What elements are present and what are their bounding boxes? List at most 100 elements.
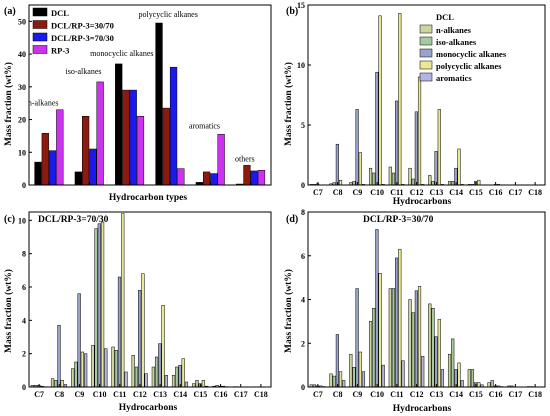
bar: [257, 170, 266, 186]
legend-swatch: [32, 20, 48, 29]
bar: [195, 380, 199, 388]
category-annotation: aromatics: [189, 121, 220, 130]
bar: [431, 308, 435, 388]
y-tick-label: 10: [18, 216, 26, 225]
panel-c-title: DCL/RP-3=70/30: [38, 215, 109, 225]
y-tick-label: 6: [22, 283, 26, 292]
x-tick-label: C10: [370, 390, 384, 399]
bar: [421, 356, 425, 388]
bar: [414, 290, 418, 388]
x-tick-label: C10: [370, 188, 384, 197]
x-tick-label: C15: [469, 188, 483, 197]
bar: [388, 288, 392, 388]
bar: [169, 66, 178, 186]
category-annotation: monocyclic alkanes: [90, 49, 153, 58]
bar: [34, 161, 42, 186]
bar: [451, 181, 455, 186]
y-tick-label: 8: [22, 250, 26, 259]
bar: [162, 107, 170, 186]
legend-label: RP-3: [51, 46, 69, 56]
x-tick-label: C12: [410, 188, 424, 197]
bar: [342, 380, 346, 388]
bar: [487, 382, 491, 388]
bar: [447, 181, 452, 186]
legend-label: DCL/RP-3=70/30: [51, 33, 114, 43]
panel-b-frame: [307, 4, 546, 186]
y-tick-label: 6: [301, 252, 305, 261]
bar: [338, 371, 343, 388]
bar: [71, 368, 75, 388]
x-tick-label: C18: [528, 188, 542, 197]
bar: [217, 134, 225, 186]
bar: [395, 100, 399, 186]
bar: [80, 351, 85, 388]
bar: [352, 181, 356, 186]
x-tick-label: C17: [508, 390, 522, 399]
bar: [428, 175, 432, 186]
bar: [57, 325, 61, 388]
bar: [368, 321, 373, 388]
bar: [129, 89, 137, 186]
x-tick-label: C17: [234, 390, 248, 399]
x-tick-label: C15: [469, 390, 483, 399]
bar: [457, 148, 461, 186]
x-tick-label: C14: [449, 188, 463, 197]
bar: [54, 380, 58, 388]
legend-title: DCL: [436, 12, 454, 22]
legend-swatch: [32, 32, 48, 42]
y-tick-label: 0: [301, 181, 305, 190]
x-tick-label: C13: [429, 390, 443, 399]
x-tick-label: C18: [254, 390, 268, 399]
bar: [460, 380, 464, 388]
panel-d-ylabel: Mass fraction (wt%): [283, 269, 294, 353]
legend-label: DCL: [51, 8, 69, 18]
x-tick-label: C10: [93, 390, 107, 399]
y-tick-label: 30: [18, 83, 26, 92]
legend-swatch: [419, 36, 433, 46]
x-tick-label: C12: [410, 390, 424, 399]
bar: [202, 171, 211, 186]
bar: [155, 22, 163, 186]
y-tick-label: 40: [18, 50, 26, 59]
bar: [470, 369, 475, 388]
bar: [408, 167, 412, 186]
bar: [477, 382, 481, 388]
legend-label: n-alkanes: [436, 25, 472, 35]
bar: [398, 248, 402, 388]
bar: [437, 318, 441, 388]
bar: [56, 109, 64, 186]
bar: [171, 375, 176, 388]
y-tick-label: 0: [301, 383, 305, 392]
legend-swatch: [32, 7, 48, 17]
y-tick-label: 0: [22, 181, 26, 190]
bar: [490, 380, 494, 388]
bar: [395, 257, 399, 388]
bar: [335, 334, 339, 388]
bar: [91, 345, 95, 388]
bar: [201, 380, 206, 388]
bar: [378, 273, 382, 388]
bar: [355, 288, 359, 388]
bar: [335, 143, 339, 186]
bar: [121, 213, 125, 388]
y-tick-label: 15: [297, 1, 305, 10]
y-tick-label: 2: [301, 339, 305, 348]
bar: [437, 109, 441, 186]
bar: [391, 288, 396, 388]
bar: [417, 286, 422, 388]
panel-c-xlabel: Hydrocarbons: [119, 403, 178, 413]
bar: [151, 366, 156, 388]
y-tick-label: 4: [22, 316, 26, 325]
bar: [122, 89, 130, 186]
x-tick-label: C11: [390, 390, 403, 399]
bar: [84, 353, 88, 388]
bar: [48, 150, 57, 186]
bar: [375, 71, 379, 186]
bar: [243, 165, 251, 186]
legend-swatch: [419, 72, 433, 82]
y-tick-label: 10: [18, 148, 26, 157]
bar: [210, 173, 218, 186]
bar: [144, 373, 148, 388]
panel-a-legend: DCL DCL/RP-3=30/70 DCL/RP-3=70/30 RP-3: [32, 7, 114, 56]
